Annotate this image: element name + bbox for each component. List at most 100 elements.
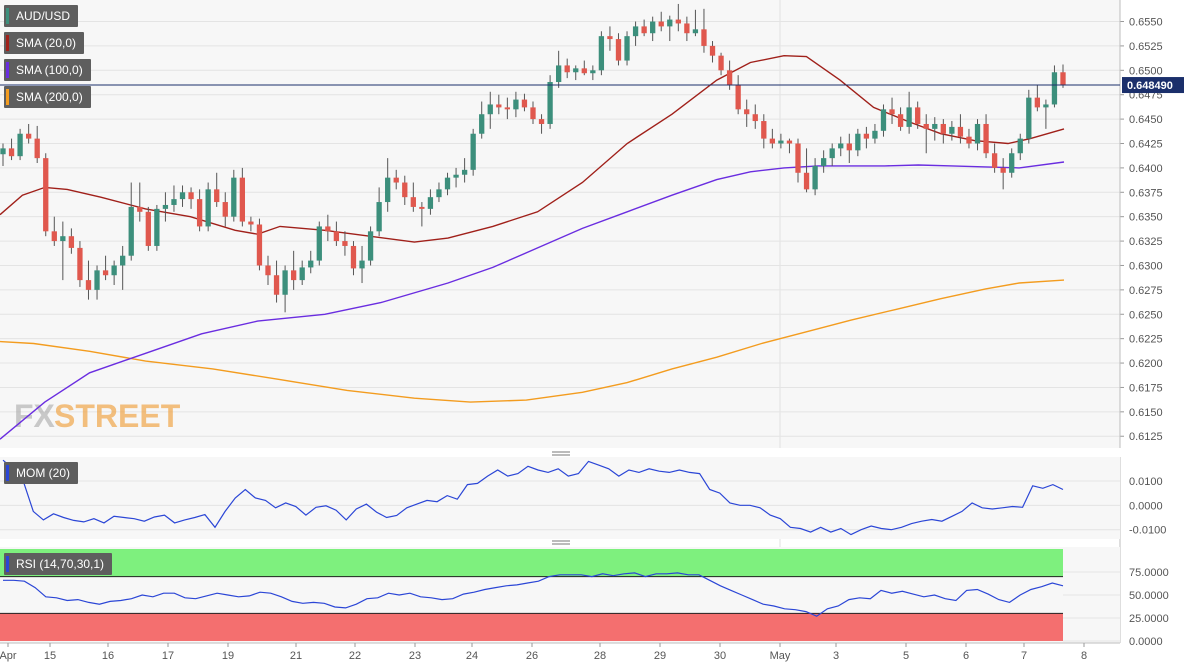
x-tick-label: 15 <box>44 650 56 662</box>
candle <box>650 16 656 42</box>
candle-body <box>479 114 485 134</box>
current-price-label: 0.648490 <box>1127 80 1173 92</box>
y-tick-label: 0.6375 <box>1129 187 1163 199</box>
candle <box>820 150 827 173</box>
sma200-line <box>0 279 1065 403</box>
candle <box>325 214 331 242</box>
legend-sma100[interactable]: SMA (100,0) <box>4 59 91 81</box>
resize-handle-2[interactable] <box>552 540 570 545</box>
candle-body <box>658 21 664 27</box>
legend-sma200-label: SMA (200,0) <box>16 90 83 104</box>
legend-sma200-swatch <box>6 89 9 105</box>
candle-body <box>350 245 357 269</box>
y-tick-label: 0.6250 <box>1129 309 1163 321</box>
legend-sma200[interactable]: SMA (200,0) <box>4 86 91 108</box>
candle <box>744 99 750 127</box>
candle-body <box>957 126 964 137</box>
candle-body <box>402 182 408 198</box>
candle-body <box>487 104 493 115</box>
candle-body <box>196 199 203 227</box>
rsi-line <box>3 572 1064 617</box>
candle <box>1017 133 1023 161</box>
legend-rsi[interactable]: RSI (14,70,30,1) <box>4 553 113 575</box>
candle <box>256 218 263 271</box>
candle-body <box>735 84 741 110</box>
candle <box>863 126 870 149</box>
candle <box>137 182 143 222</box>
candle <box>333 221 340 246</box>
legend-sma20[interactable]: SMA (20,0) <box>4 32 85 54</box>
candle-body <box>504 107 511 110</box>
x-tick-label: 16 <box>102 650 114 662</box>
candle <box>1009 148 1015 178</box>
candle-body <box>308 260 314 268</box>
candle <box>316 221 322 266</box>
candle-body <box>470 133 476 170</box>
candle <box>162 192 169 222</box>
candle <box>752 104 758 129</box>
candle <box>154 204 160 251</box>
candle <box>273 260 280 303</box>
candle-body <box>453 174 459 178</box>
x-tick-label: 24 <box>466 650 478 662</box>
candle-body <box>940 123 946 134</box>
candle <box>983 114 989 159</box>
candle-body <box>598 36 605 71</box>
y-tick-label: 25.0000 <box>1129 613 1169 625</box>
candle <box>547 75 553 129</box>
legend-rsi-swatch <box>6 556 9 572</box>
candle <box>1026 89 1032 144</box>
candle <box>991 143 998 173</box>
candle-body <box>94 270 100 290</box>
candle <box>453 167 459 188</box>
candle-body <box>1034 97 1041 108</box>
mom-panel-bg <box>0 457 1120 539</box>
candle-body <box>530 107 536 120</box>
panel-separator-1[interactable] <box>0 448 1193 457</box>
candle-body <box>650 21 656 34</box>
x-tick-label: 22 <box>349 650 361 662</box>
sma100-line <box>0 161 1065 440</box>
candle <box>179 185 186 207</box>
candle <box>880 104 887 137</box>
candle <box>581 60 587 76</box>
candle <box>239 167 246 227</box>
candle-body <box>496 104 502 108</box>
candle-body <box>684 23 690 34</box>
x-tick-label: 30 <box>714 650 726 662</box>
candle <box>34 125 40 164</box>
candle <box>188 187 194 209</box>
candle-body <box>444 177 451 190</box>
candle-body <box>179 192 186 200</box>
candle <box>111 260 117 285</box>
y-tick-label: 0.6150 <box>1129 407 1163 419</box>
candle <box>1000 158 1006 190</box>
candle-body <box>145 211 151 246</box>
candle-body <box>521 99 528 108</box>
candle-body <box>889 109 895 115</box>
candle-body <box>1017 138 1023 154</box>
candle <box>265 255 271 285</box>
candle <box>855 128 861 157</box>
candle-body <box>427 197 434 209</box>
candle <box>889 97 895 124</box>
legend-pair[interactable]: AUD/USD <box>4 5 79 27</box>
candle <box>77 241 83 287</box>
candle <box>359 245 365 284</box>
candle-body <box>974 123 981 144</box>
candle-body <box>239 177 246 222</box>
candle-body <box>632 26 639 37</box>
legend-mom[interactable]: MOM (20) <box>4 462 78 484</box>
resize-handle-1[interactable] <box>552 451 570 456</box>
candle <box>555 50 562 88</box>
candle-body <box>273 275 280 295</box>
candle <box>470 128 476 176</box>
legend-pair-label: AUD/USD <box>16 9 71 23</box>
candle <box>641 19 647 37</box>
candle-body <box>744 109 750 115</box>
candle-body <box>171 199 177 205</box>
legend-mom-label: MOM (20) <box>16 466 70 480</box>
candle-body <box>51 231 57 242</box>
candle-body <box>0 148 6 155</box>
